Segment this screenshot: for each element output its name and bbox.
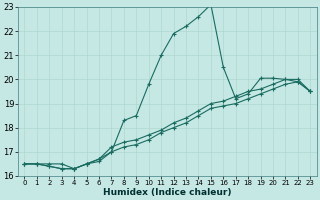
X-axis label: Humidex (Indice chaleur): Humidex (Indice chaleur): [103, 188, 232, 197]
